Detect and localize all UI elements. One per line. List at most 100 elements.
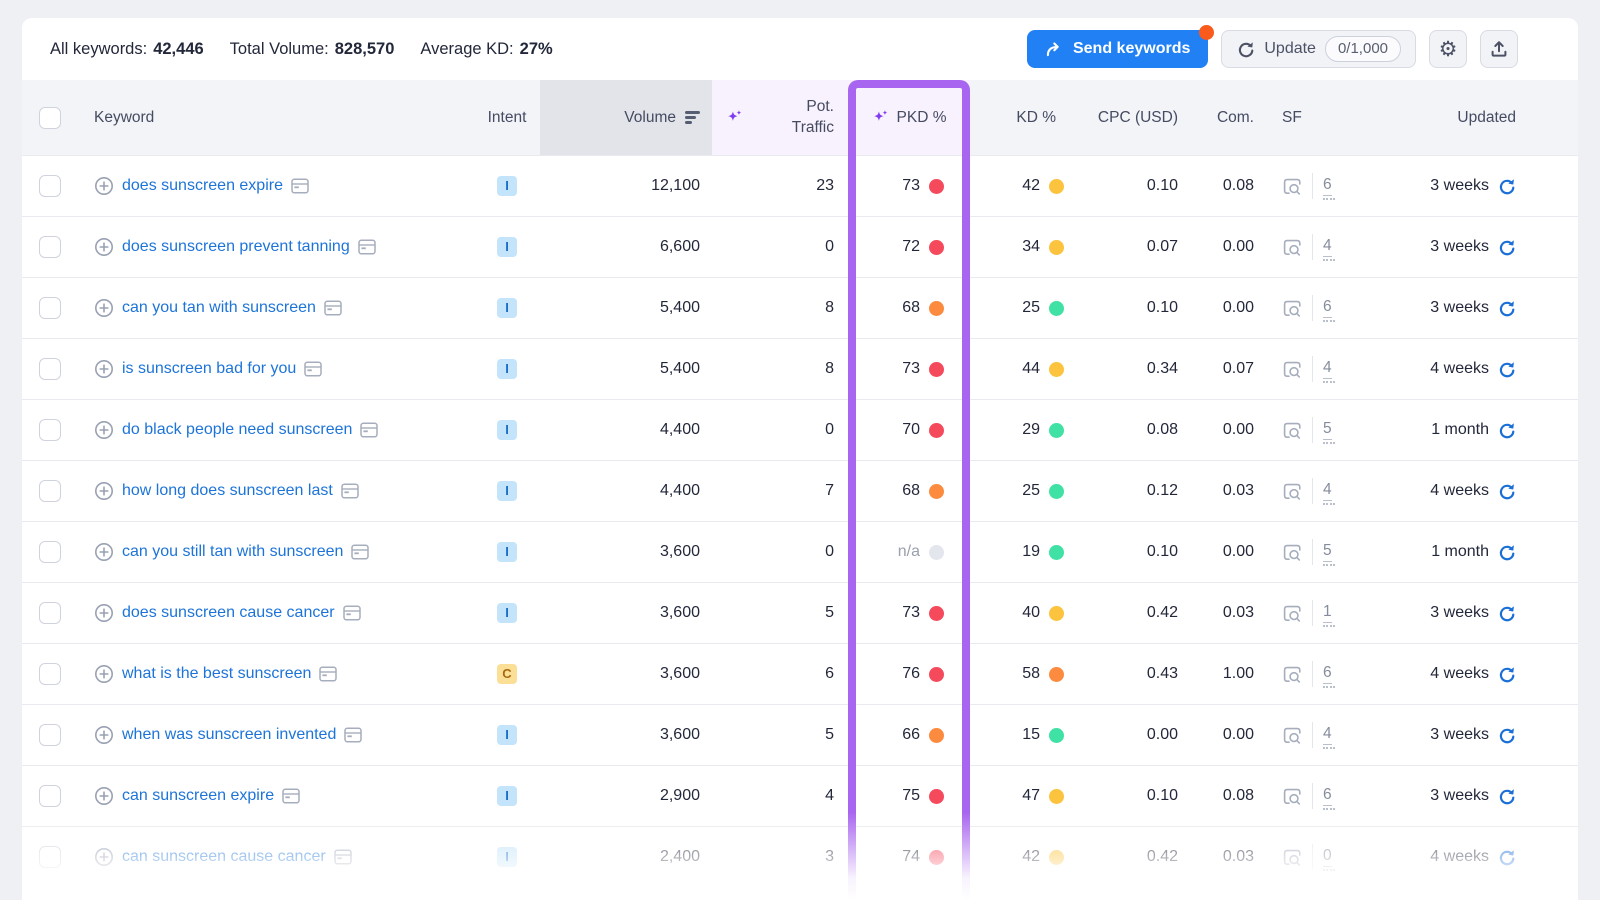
serp-snippet-icon[interactable] xyxy=(357,239,376,255)
row-checkbox[interactable] xyxy=(39,236,61,258)
sf-count[interactable]: 4 xyxy=(1323,359,1335,383)
plus-circle-icon[interactable] xyxy=(94,298,114,318)
row-checkbox[interactable] xyxy=(39,358,61,380)
keyword-link[interactable]: does sunscreen prevent tanning xyxy=(122,238,350,255)
serp-snippet-icon[interactable] xyxy=(324,300,342,316)
plus-circle-icon[interactable] xyxy=(94,237,114,257)
serp-snippet-icon[interactable] xyxy=(333,849,352,865)
keyword-link[interactable]: do black people need sunscreen xyxy=(122,421,353,438)
col-header-cpc[interactable]: CPC (USD) xyxy=(1097,108,1178,126)
row-checkbox[interactable] xyxy=(39,541,61,563)
col-header-updated[interactable]: Updated xyxy=(1457,108,1516,126)
send-keywords-button[interactable]: Send keywords xyxy=(1026,25,1215,68)
col-header-volume[interactable]: Volume xyxy=(540,80,712,155)
serp-snippet-icon[interactable] xyxy=(360,422,379,438)
row-checkbox[interactable] xyxy=(39,724,61,746)
toolbar-actions: Send keywords Update 0/1,000 ⚙ xyxy=(1026,25,1518,68)
sf-count[interactable]: 5 xyxy=(1323,420,1335,444)
plus-circle-icon[interactable] xyxy=(94,176,114,196)
serp-snippet-icon[interactable] xyxy=(344,727,363,743)
serp-snippet-icon[interactable] xyxy=(342,605,361,621)
col-header-pkd[interactable]: PKD % xyxy=(848,80,970,155)
col-header-sf[interactable]: SF xyxy=(1282,108,1302,126)
keyword-link[interactable]: what is the best sunscreen xyxy=(122,665,312,682)
sf-count[interactable]: 6 xyxy=(1323,176,1335,200)
serp-snippet-icon[interactable] xyxy=(351,544,370,560)
plus-circle-icon[interactable] xyxy=(94,603,114,623)
keyword-link[interactable]: how long does sunscreen last xyxy=(122,482,333,499)
row-checkbox[interactable] xyxy=(39,297,61,319)
serp-magnifier-icon[interactable] xyxy=(1282,543,1302,562)
serp-magnifier-icon[interactable] xyxy=(1282,177,1302,196)
serp-snippet-icon[interactable] xyxy=(291,178,309,194)
sf-count[interactable]: 4 xyxy=(1323,237,1335,261)
refresh-icon[interactable] xyxy=(1497,299,1516,318)
serp-snippet-icon[interactable] xyxy=(319,666,338,682)
refresh-icon[interactable] xyxy=(1497,604,1516,623)
keyword-link[interactable]: can sunscreen cause cancer xyxy=(122,848,326,865)
keyword-link[interactable]: can sunscreen expire xyxy=(122,787,275,804)
row-checkbox[interactable] xyxy=(39,785,61,807)
col-header-keyword[interactable]: Keyword xyxy=(94,108,155,126)
sf-count[interactable]: 6 xyxy=(1323,786,1335,810)
serp-magnifier-icon[interactable] xyxy=(1282,787,1302,806)
plus-circle-icon[interactable] xyxy=(94,359,114,379)
keyword-link[interactable]: does sunscreen cause cancer xyxy=(122,604,335,621)
row-checkbox[interactable] xyxy=(39,846,61,868)
refresh-icon[interactable] xyxy=(1497,421,1516,440)
plus-circle-icon[interactable] xyxy=(94,542,114,562)
col-header-com[interactable]: Com. xyxy=(1216,108,1254,126)
keyword-link[interactable]: can you still tan with sunscreen xyxy=(122,543,344,560)
update-button[interactable]: Update 0/1,000 xyxy=(1221,30,1416,68)
serp-magnifier-icon[interactable] xyxy=(1282,421,1302,440)
export-button[interactable] xyxy=(1480,30,1518,68)
serp-magnifier-icon[interactable] xyxy=(1282,848,1302,867)
plus-circle-icon[interactable] xyxy=(94,725,114,745)
serp-magnifier-icon[interactable] xyxy=(1282,482,1302,501)
serp-magnifier-icon[interactable] xyxy=(1282,726,1302,745)
sf-count[interactable]: 4 xyxy=(1323,725,1335,749)
plus-circle-icon[interactable] xyxy=(94,420,114,440)
sf-count[interactable]: 0 xyxy=(1323,847,1335,871)
plus-circle-icon[interactable] xyxy=(94,847,114,867)
row-checkbox[interactable] xyxy=(39,419,61,441)
keyword-link[interactable]: is sunscreen bad for you xyxy=(122,360,297,377)
serp-magnifier-icon[interactable] xyxy=(1282,299,1302,318)
col-header-kd[interactable]: KD % xyxy=(1016,108,1056,126)
refresh-icon[interactable] xyxy=(1497,238,1516,257)
serp-magnifier-icon[interactable] xyxy=(1282,238,1302,257)
refresh-icon[interactable] xyxy=(1497,848,1516,867)
keyword-link[interactable]: when was sunscreen invented xyxy=(122,726,337,743)
refresh-icon[interactable] xyxy=(1497,726,1516,745)
refresh-icon[interactable] xyxy=(1497,177,1516,196)
col-header-intent[interactable]: Intent xyxy=(487,108,527,126)
refresh-icon[interactable] xyxy=(1497,482,1516,501)
refresh-icon[interactable] xyxy=(1497,787,1516,806)
refresh-icon[interactable] xyxy=(1497,360,1516,379)
serp-magnifier-icon[interactable] xyxy=(1282,604,1302,623)
plus-circle-icon[interactable] xyxy=(94,664,114,684)
plus-circle-icon[interactable] xyxy=(94,786,114,806)
row-checkbox[interactable] xyxy=(39,602,61,624)
serp-magnifier-icon[interactable] xyxy=(1282,360,1302,379)
row-checkbox[interactable] xyxy=(39,175,61,197)
select-all-checkbox[interactable] xyxy=(39,106,61,129)
serp-magnifier-icon[interactable] xyxy=(1282,665,1302,684)
sf-count[interactable]: 6 xyxy=(1323,664,1335,688)
settings-button[interactable]: ⚙ xyxy=(1429,30,1467,68)
refresh-icon[interactable] xyxy=(1497,665,1516,684)
serp-snippet-icon[interactable] xyxy=(341,483,359,499)
keyword-link[interactable]: can you tan with sunscreen xyxy=(122,299,316,316)
plus-circle-icon[interactable] xyxy=(94,481,114,501)
serp-snippet-icon[interactable] xyxy=(304,361,323,377)
sf-count[interactable]: 6 xyxy=(1323,298,1335,322)
keyword-link[interactable]: does sunscreen expire xyxy=(122,177,283,194)
refresh-icon[interactable] xyxy=(1497,543,1516,562)
sf-count[interactable]: 1 xyxy=(1323,603,1335,627)
sf-count[interactable]: 4 xyxy=(1323,481,1335,505)
row-checkbox[interactable] xyxy=(39,663,61,685)
sf-count[interactable]: 5 xyxy=(1323,542,1335,566)
row-checkbox[interactable] xyxy=(39,480,61,502)
serp-snippet-icon[interactable] xyxy=(282,788,300,804)
col-header-pot-traffic[interactable]: Pot. Traffic xyxy=(712,80,848,155)
